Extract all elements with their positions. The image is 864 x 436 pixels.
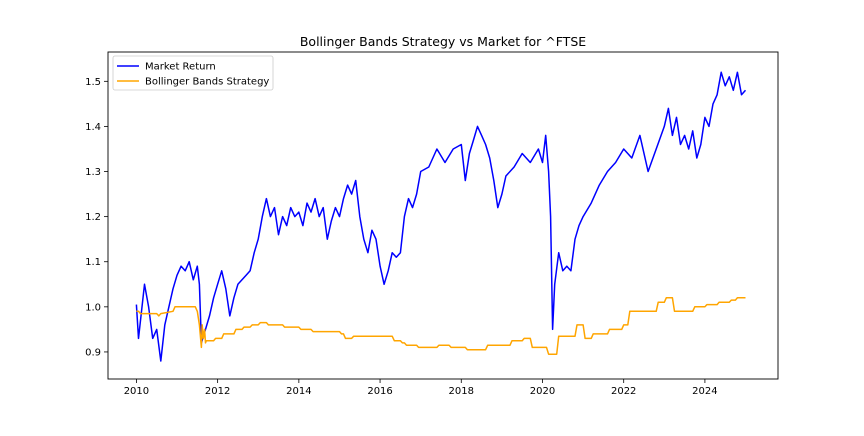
series-line-1: [136, 297, 746, 355]
y-tick-label: 0.9: [85, 347, 101, 358]
legend-label: Bollinger Bands Strategy: [145, 77, 269, 88]
x-tick-label: 2022: [611, 386, 636, 397]
series-line-0: [135, 71, 747, 362]
legend-label: Market Return: [145, 62, 216, 73]
y-tick-label: 1.0: [85, 302, 101, 313]
x-tick-label: 2024: [692, 386, 717, 397]
x-tick-label: 2018: [449, 386, 474, 397]
plot-area: [135, 71, 747, 362]
chart-title: Bollinger Bands Strategy vs Market for ^…: [300, 34, 586, 49]
x-tick-label: 2020: [530, 386, 555, 397]
x-axis: 2010 2012 2014 2016 2018 2020 2022 2024: [124, 379, 718, 397]
y-tick-label: 1.5: [85, 77, 101, 88]
plot-frame: [107, 51, 779, 380]
x-tick-label: 2014: [286, 386, 311, 397]
x-tick-label: 2010: [124, 386, 149, 397]
y-tick-label: 1.2: [85, 212, 101, 223]
legend: Market Return Bollinger Bands Strategy: [112, 55, 274, 91]
y-tick-label: 1.3: [85, 167, 101, 178]
y-tick-label: 1.4: [85, 122, 101, 133]
x-tick-label: 2012: [205, 386, 230, 397]
y-axis: 0.9 1.0 1.1 1.2 1.3 1.4 1.5: [85, 77, 108, 358]
x-tick-label: 2016: [367, 386, 392, 397]
legend-box: [112, 55, 274, 91]
y-tick-label: 1.1: [85, 257, 101, 268]
